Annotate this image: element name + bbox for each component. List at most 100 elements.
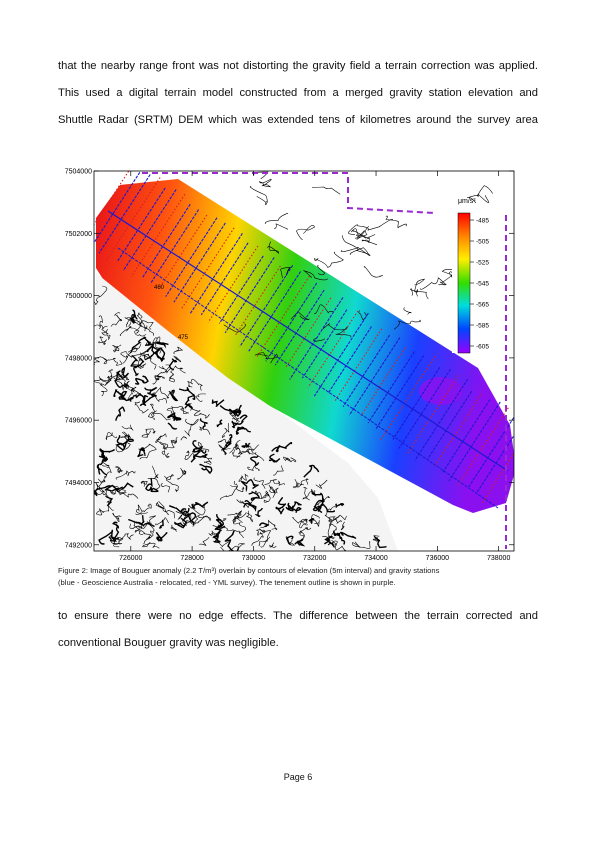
legend-ticks: -485 -505 -525 -545 -565 -585 -605: [470, 218, 489, 351]
contour-line: [168, 505, 187, 513]
y-tick-label: 7502000: [65, 231, 92, 238]
contour-line: [159, 519, 164, 529]
contour-line: [134, 322, 148, 337]
contour-line: [272, 465, 284, 476]
contour-line: [105, 432, 117, 441]
contour-line: [333, 530, 346, 545]
contour-line: [126, 317, 143, 328]
ga-station-line: [98, 174, 151, 254]
contour-line: [192, 440, 203, 450]
contour-line: [118, 491, 139, 499]
contour-line: [96, 463, 108, 476]
contour-line: [199, 418, 208, 429]
axis-ticks: 726000 728000 730000 732000 734000 736000 7380…: [65, 169, 514, 562]
contour-line: [340, 521, 345, 531]
contour-line: [220, 448, 231, 455]
contour-line: [111, 344, 122, 353]
contour-line: [144, 386, 158, 397]
contour-line: [236, 499, 253, 508]
contour-line: [147, 474, 161, 490]
contour-line: [199, 463, 213, 474]
contour-line: [313, 337, 325, 342]
ga-station-line: [224, 257, 275, 334]
contour-line: [136, 504, 148, 515]
contour-line: [238, 473, 249, 482]
legend-tick-label: -505: [476, 239, 489, 246]
body-paragraph-1: that the nearby range front was not dist…: [58, 53, 538, 134]
anomaly-low: [419, 377, 463, 405]
contour-line: [271, 441, 293, 453]
y-tick-label: 7500000: [65, 293, 92, 300]
contour-line: [249, 186, 268, 205]
contour-line: [268, 484, 279, 498]
contour-line: [115, 442, 131, 453]
contour-line: [243, 499, 257, 512]
text-line: This used a digital terrain model constr…: [58, 87, 538, 99]
contour-line: [317, 496, 330, 506]
contour-line: [123, 380, 130, 389]
contour-line: [105, 495, 114, 507]
figure-bouguer-map: 460 475 μm/s² -485 -505 -525 -545 -565 -585 -6…: [58, 163, 538, 563]
contour-line: [184, 450, 194, 460]
y-tick-label: 7498000: [65, 355, 92, 362]
contour-line: [153, 386, 168, 404]
contour-line: [285, 501, 302, 512]
contour-line: [329, 523, 337, 536]
contour-line: [229, 443, 239, 454]
contour-line: [292, 479, 299, 489]
yml-station-line: [307, 310, 359, 388]
contour-line: [220, 526, 244, 539]
contour-line: [253, 477, 266, 489]
contour-line: [184, 418, 199, 437]
contour-line: [126, 435, 134, 443]
ga-station-line: [107, 210, 509, 472]
contour-line: [339, 531, 357, 539]
contour-line: [152, 364, 171, 385]
contour-line: [300, 518, 309, 526]
contour-line: [216, 419, 223, 428]
ga-station-line: [248, 271, 302, 352]
contour-line: [298, 531, 305, 538]
text-line: conventional Bouguer gravity was negligi…: [58, 637, 279, 649]
contour-line: [122, 384, 141, 397]
contour-line: [106, 375, 121, 382]
x-tick-label: 736000: [426, 555, 449, 562]
yml-station-line: [457, 407, 509, 486]
contour-line: [151, 410, 171, 421]
contour-line: [219, 480, 238, 501]
contour-line: [94, 485, 111, 497]
ga-station-line: [189, 233, 243, 314]
contour-line: [324, 535, 336, 548]
contour-line: [181, 508, 197, 522]
contour-line: [187, 378, 204, 391]
contour-line: [286, 535, 294, 545]
contour-line: [234, 510, 243, 519]
contour-line: [311, 490, 324, 497]
contour-line: [98, 336, 107, 345]
contour-line: [98, 375, 112, 386]
contour-line: [158, 366, 171, 374]
contour-label: 460: [154, 285, 165, 291]
yml-station-line: [380, 355, 436, 441]
contour-line: [171, 406, 189, 414]
contour-line: [130, 309, 138, 324]
gravity-station-lines: [94, 171, 514, 509]
x-tick-label: 734000: [364, 555, 387, 562]
contour-line: [352, 541, 371, 549]
contour-line: [230, 484, 245, 493]
contour-line: [313, 495, 325, 514]
legend-tick-label: -585: [476, 323, 489, 330]
contour-line: [248, 491, 260, 502]
contour-line: [187, 513, 192, 519]
contour-line: [128, 319, 140, 334]
contour-line: [148, 403, 155, 421]
ga-station-line: [398, 368, 451, 449]
contour-line: [274, 223, 289, 230]
ga-station-line: [142, 203, 191, 278]
contour-line: [340, 246, 369, 256]
contour-line: [235, 426, 242, 435]
contour-line: [161, 450, 170, 458]
contour-line: [211, 399, 225, 407]
contour-line: [268, 453, 281, 463]
contour-line: [177, 509, 187, 520]
